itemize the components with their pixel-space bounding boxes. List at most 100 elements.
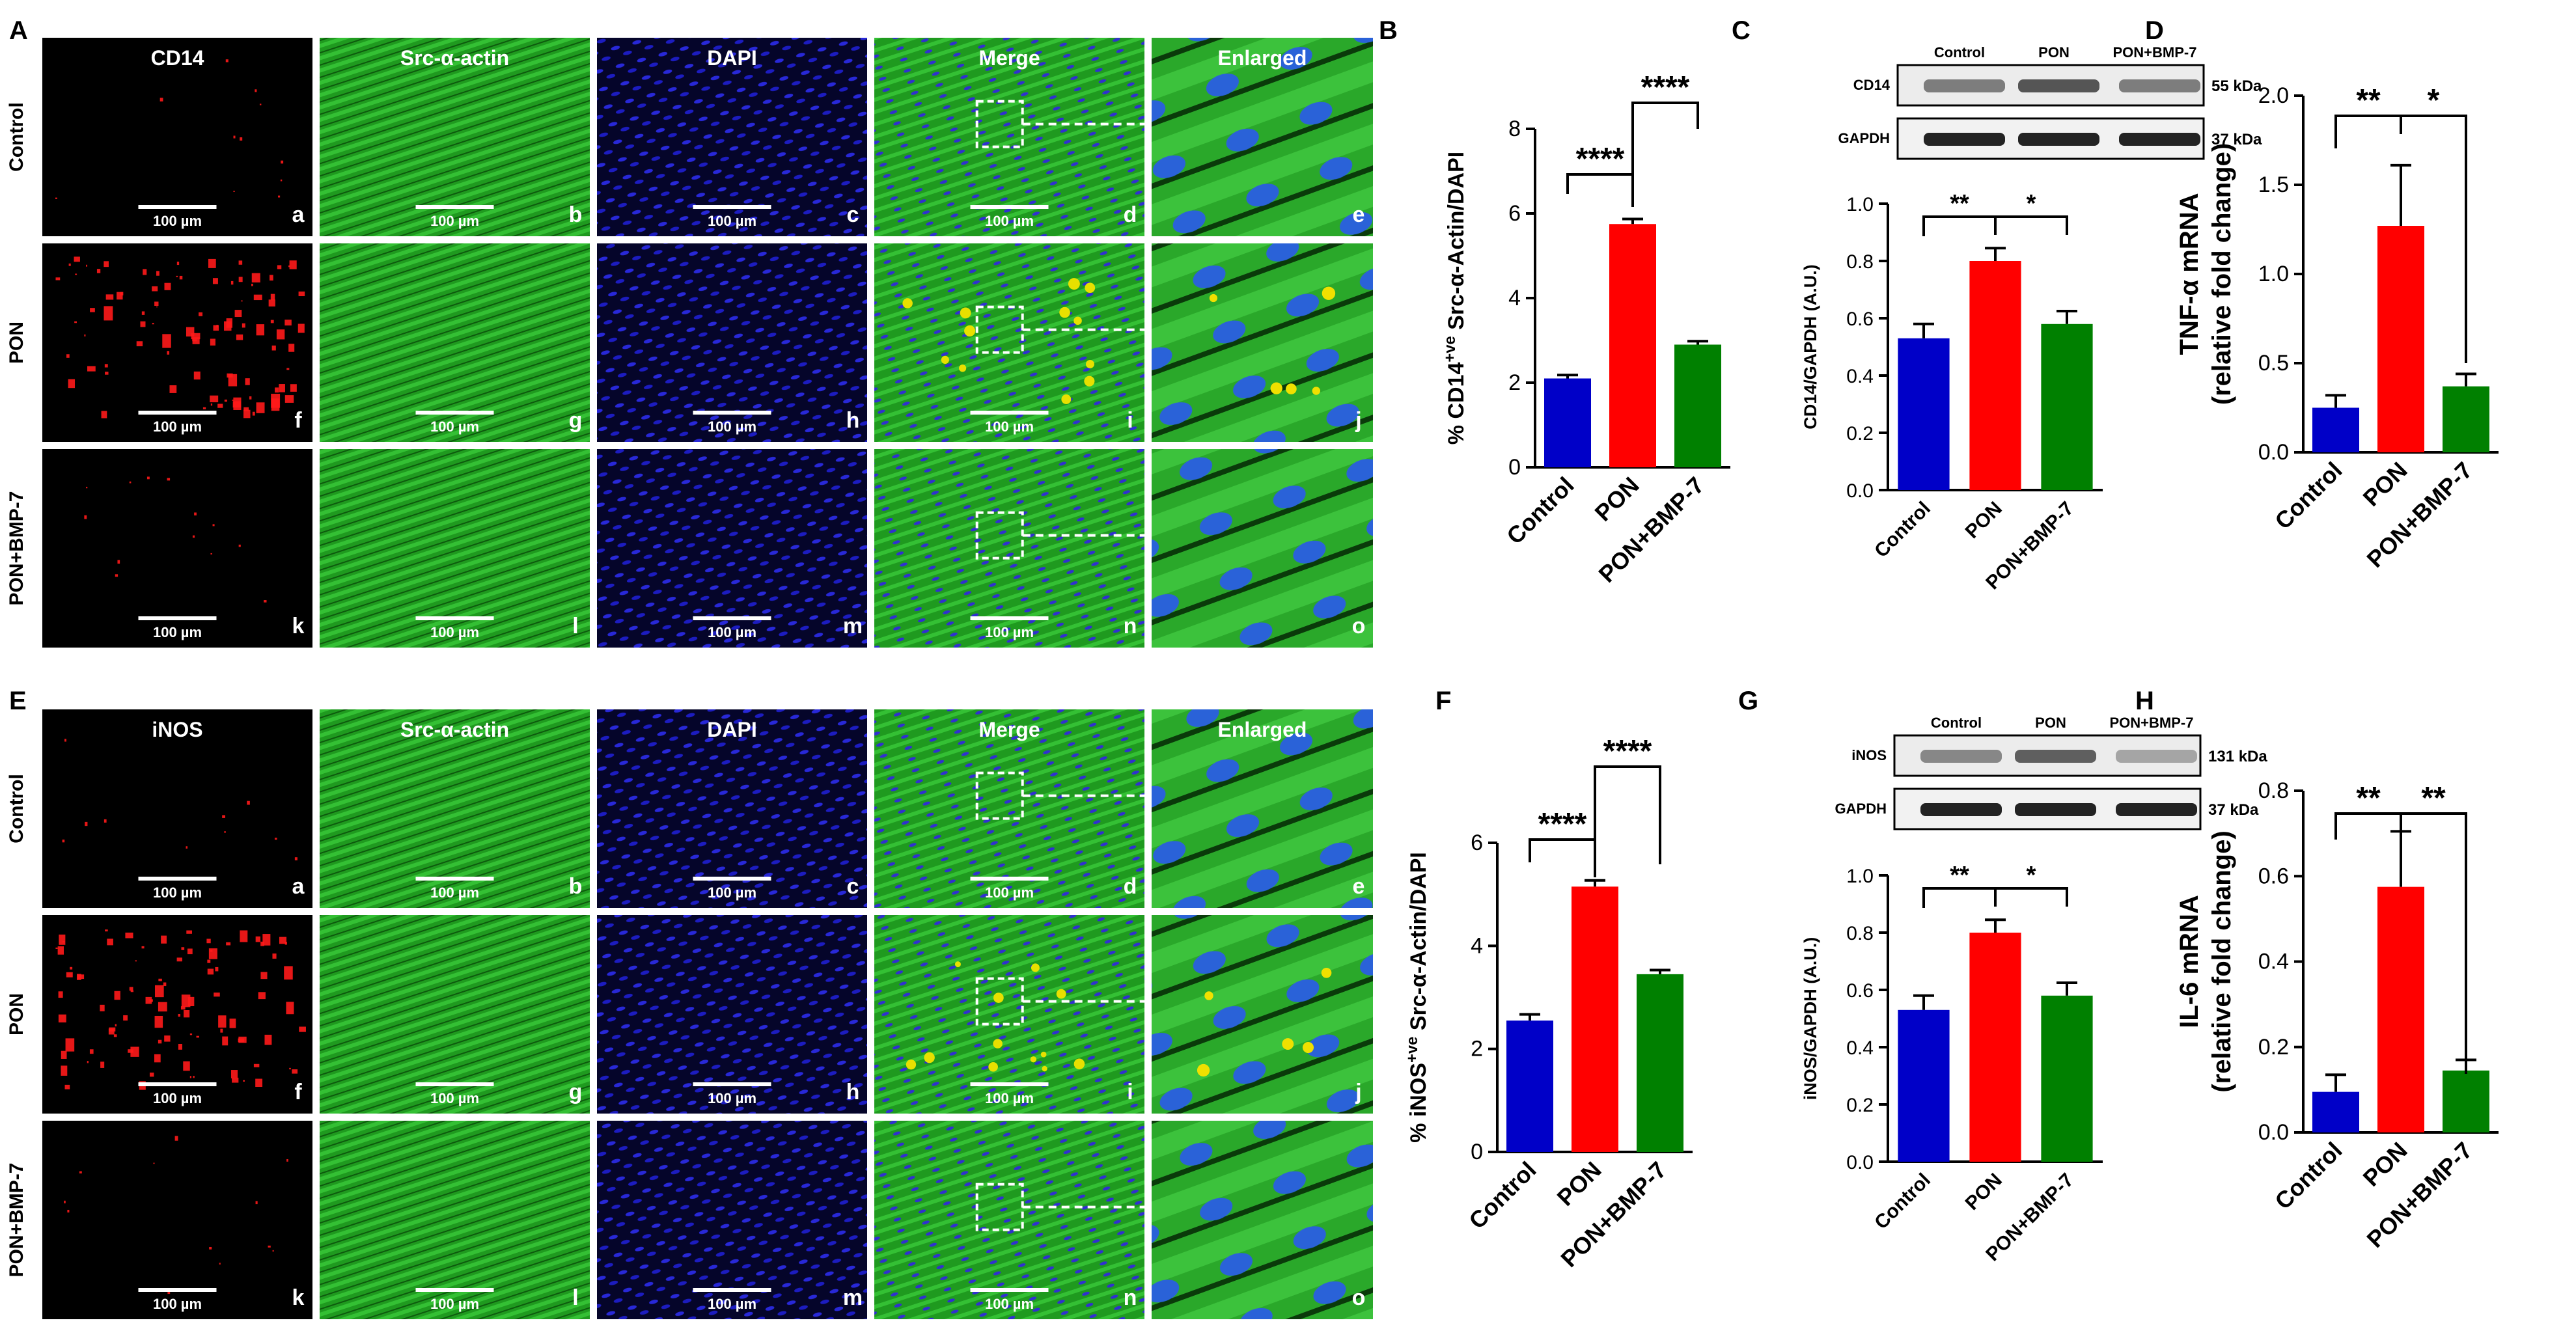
blot-band (2116, 750, 2197, 763)
significance-bracket (2400, 115, 2467, 363)
channel-header: Enlarged (1218, 718, 1307, 741)
scale-bar-label: 100 µm (985, 213, 1034, 229)
tile-letter: n (1124, 614, 1137, 638)
scale-bar (693, 616, 771, 620)
x-tick-label: Control (1870, 498, 1935, 562)
marker-speck (202, 407, 206, 409)
blot-band (2119, 133, 2200, 146)
marker-speck (194, 512, 197, 515)
marker-speck (290, 384, 297, 392)
scale-bar-label: 100 µm (985, 1296, 1034, 1312)
merge-texture (874, 915, 1144, 1114)
marker-speck (164, 282, 171, 290)
significance-bracket (1922, 887, 1997, 908)
marker-speck (277, 195, 281, 198)
y-axis-label: TNF-α mRNA (2175, 193, 2204, 355)
western-blot-C: Control PON PON+BMP-7 CD14 55 kDa GAPDH 37 kDa (1838, 44, 2262, 160)
significance-bracket (1631, 102, 1699, 207)
panel-letter-F: F (1435, 687, 1451, 715)
colocalization-speck (988, 1061, 998, 1072)
marker-speck (253, 294, 262, 301)
tile-letter: j (1355, 1080, 1361, 1104)
marker-speck (108, 1028, 115, 1035)
marker-speck (206, 938, 211, 944)
marker-speck (113, 1034, 117, 1037)
scale-bar (138, 205, 217, 209)
scale-bar (970, 1288, 1049, 1292)
bar (1898, 1009, 1950, 1162)
bar (1969, 933, 2021, 1162)
marker-speck (193, 371, 201, 380)
y-tick-label: 0.8 (1846, 251, 1874, 273)
dapi-texture (597, 243, 867, 442)
marker-speck (66, 972, 73, 978)
marker-speck (184, 1009, 190, 1018)
marker-speck (86, 486, 88, 489)
y-tick-label: 2 (1508, 370, 1521, 395)
marker-speck (271, 345, 276, 351)
micrograph-tile: g 100 µm (320, 915, 590, 1114)
marker-speck (85, 821, 88, 827)
blot-band (2018, 79, 2099, 92)
marker-speck (271, 394, 281, 408)
scale-bar-label: 100 µm (430, 884, 479, 901)
western-blot-G: Control PON PON+BMP-7 iNOS 131 kDa GAPDH 37 kD… (1835, 715, 2267, 830)
lane-label: PON (2035, 715, 2066, 731)
tile-background (42, 38, 312, 236)
marker-speck (238, 1038, 244, 1043)
marker-speck (233, 191, 235, 192)
y-axis-label: % CD14+ve Src-α-Actin/DAPI (1441, 152, 1469, 445)
scale-bar (970, 616, 1049, 620)
marker-speck (284, 395, 294, 403)
marker-speck (280, 179, 283, 182)
scale-bar-label: 100 µm (708, 418, 756, 435)
marker-speck (276, 329, 285, 340)
marker-speck (104, 261, 109, 267)
x-tick-label: Control (1501, 472, 1579, 549)
scale-bar (138, 1082, 217, 1086)
marker-speck (236, 334, 243, 340)
enlarged-texture (1152, 915, 1373, 1114)
scale-bar-label: 100 µm (430, 1090, 479, 1106)
y-axis-label: % iNOS+ve Src-α-Actin/DAPI (1404, 852, 1432, 1143)
marker-speck (210, 553, 212, 555)
colocalization-speck (1282, 1038, 1294, 1050)
significance-label: * (2428, 83, 2440, 118)
tile-letter: f (294, 1080, 302, 1104)
scale-bar (415, 877, 494, 881)
marker-speck (143, 269, 147, 275)
marker-speck (64, 1084, 70, 1089)
merge-texture (874, 449, 1144, 648)
tile-background (42, 449, 312, 648)
y-tick-label: 1.0 (1846, 866, 1874, 887)
y-tick-label: 0.2 (2258, 1035, 2289, 1060)
marker-speck (62, 840, 65, 843)
y-tick-label: 0 (1508, 455, 1521, 480)
colocalization-speck (993, 993, 1004, 1003)
tile-letter: m (843, 1285, 863, 1310)
marker-speck (270, 294, 275, 301)
marker-speck (176, 957, 182, 962)
marker-speck (238, 277, 243, 282)
scale-bar (693, 411, 771, 415)
marker-speck (192, 337, 200, 344)
marker-speck (104, 364, 108, 368)
colocalization-speck (958, 364, 967, 372)
marker-speck (128, 1049, 133, 1053)
row-label: PON+BMP-7 (6, 1163, 27, 1278)
marker-speck (268, 299, 275, 307)
scale-bar-label: 100 µm (985, 884, 1034, 901)
marker-speck (193, 1075, 195, 1078)
marker-speck (55, 277, 61, 281)
scale-bar (693, 877, 771, 881)
tile-letter: a (292, 202, 305, 227)
marker-speck (161, 935, 167, 944)
marker-speck (289, 260, 297, 269)
dapi-texture (597, 709, 867, 908)
colocalization-speck (1286, 383, 1297, 394)
y-tick-label: 6 (1471, 830, 1483, 855)
significance-bracket (2400, 812, 2467, 1074)
scale-bar-label: 100 µm (985, 624, 1034, 640)
marker-speck (178, 1043, 182, 1050)
